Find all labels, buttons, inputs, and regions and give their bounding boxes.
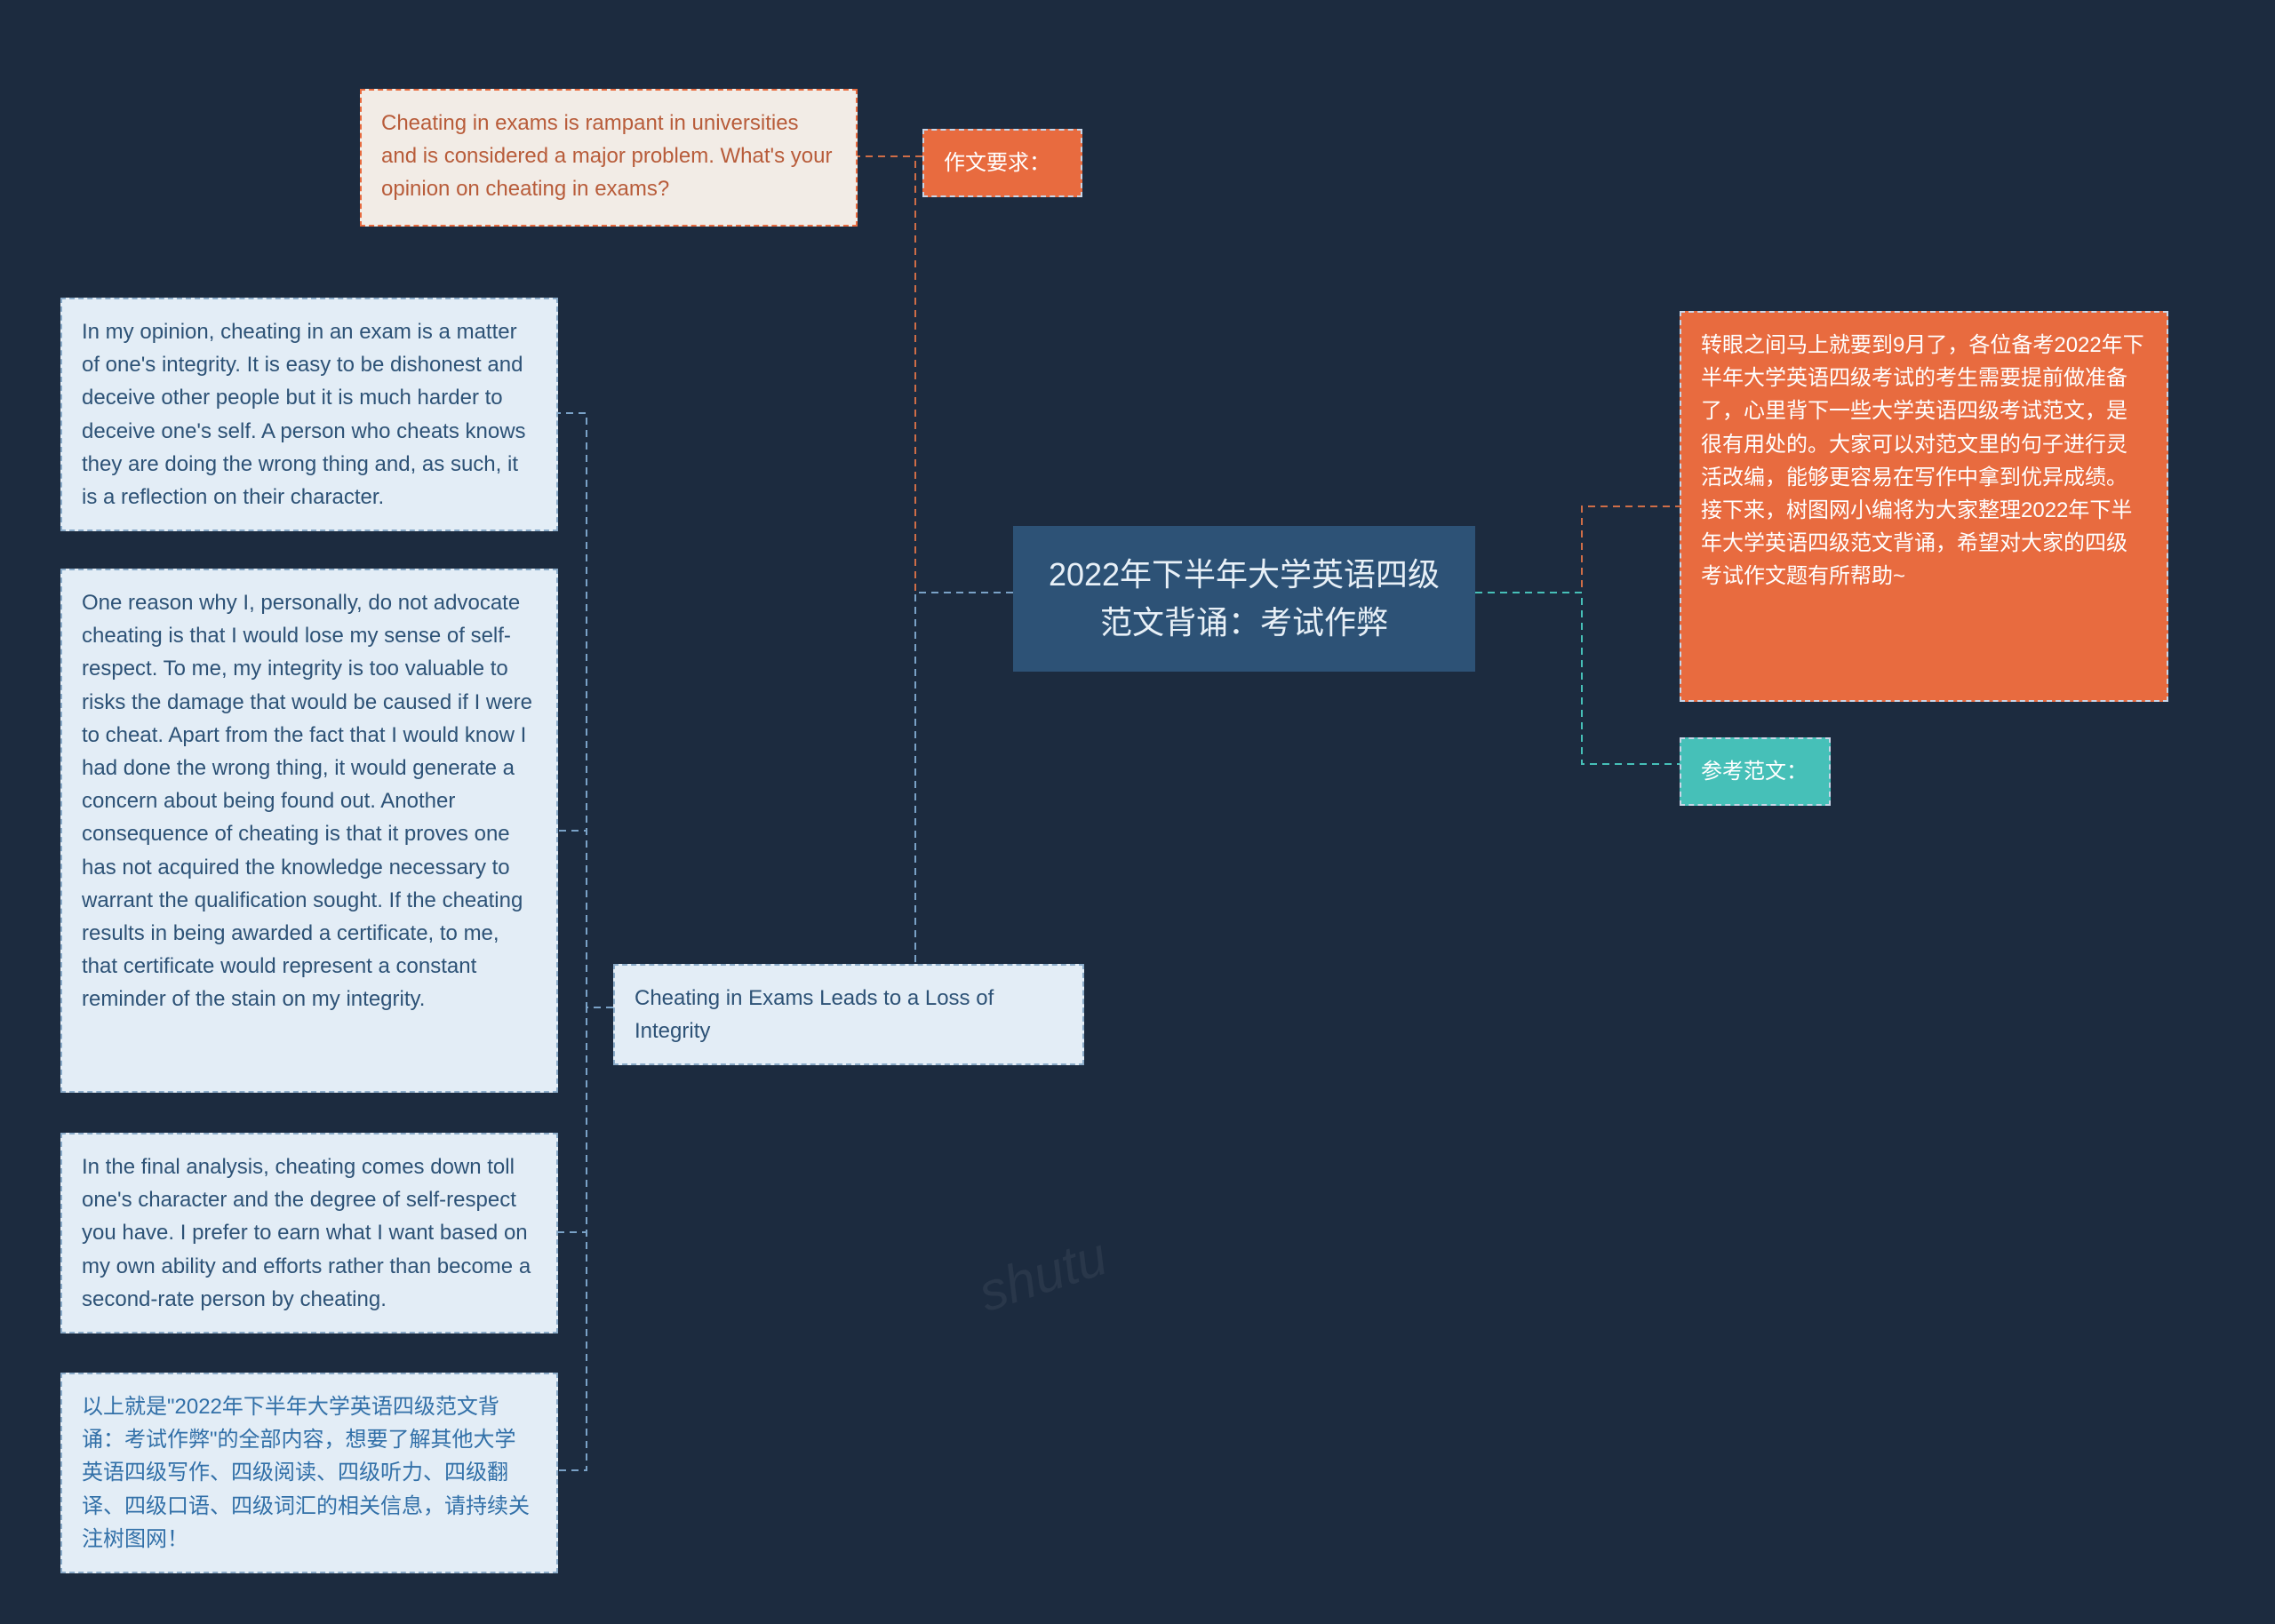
essay-paragraph-3: In the final analysis, cheating comes do… <box>60 1133 558 1333</box>
essay-paragraph-1: In my opinion, cheating in an exam is a … <box>60 298 558 531</box>
intro-note: 转眼之间马上就要到9月了，各位备考2022年下半年大学英语四级考试的考生需要提前… <box>1680 311 2168 702</box>
essay-footer-note: 以上就是"2022年下半年大学英语四级范文背诵：考试作弊"的全部内容，想要了解其… <box>60 1373 558 1573</box>
reference-label: 参考范文： <box>1680 737 1831 806</box>
center-topic: 2022年下半年大学英语四级范文背诵：考试作弊 <box>1013 526 1475 672</box>
requirement-label: 作文要求： <box>922 129 1082 197</box>
requirement-text: Cheating in exams is rampant in universi… <box>360 89 858 227</box>
essay-paragraph-2: One reason why I, personally, do not adv… <box>60 569 558 1093</box>
watermark: shutu <box>971 1225 1114 1324</box>
essay-title: Cheating in Exams Leads to a Loss of Int… <box>613 964 1084 1065</box>
